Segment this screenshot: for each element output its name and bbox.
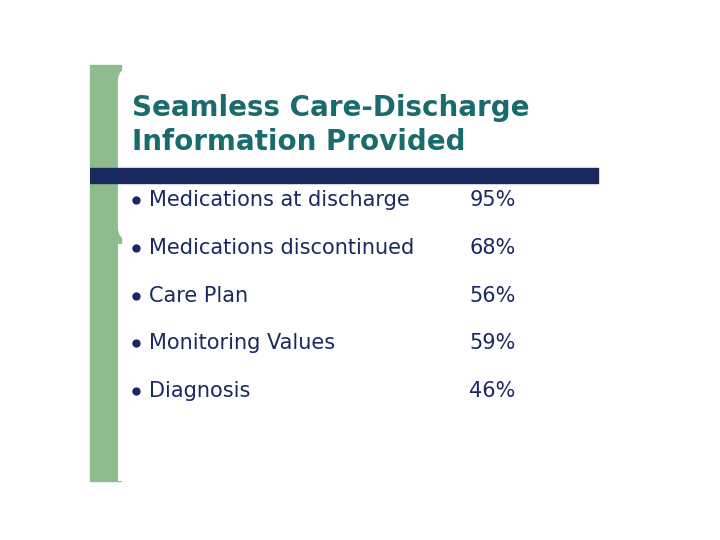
Bar	[90, 167, 598, 183]
Text: Monitoring Values: Monitoring Values	[148, 333, 335, 353]
Text: Seamless Care-Discharge
Information Provided: Seamless Care-Discharge Information Prov…	[132, 94, 529, 156]
Text: Medications at discharge: Medications at discharge	[148, 190, 410, 210]
Text: 68%: 68%	[469, 238, 516, 258]
Text: Diagnosis: Diagnosis	[148, 381, 250, 401]
FancyBboxPatch shape	[118, 65, 648, 244]
Bar	[90, 65, 121, 481]
Bar	[118, 244, 648, 481]
Text: 56%: 56%	[469, 286, 516, 306]
Text: Medications discontinued: Medications discontinued	[148, 238, 414, 258]
Text: Care Plan: Care Plan	[148, 286, 248, 306]
Text: 59%: 59%	[469, 333, 516, 353]
Text: 46%: 46%	[469, 381, 516, 401]
Text: 95%: 95%	[469, 190, 516, 210]
